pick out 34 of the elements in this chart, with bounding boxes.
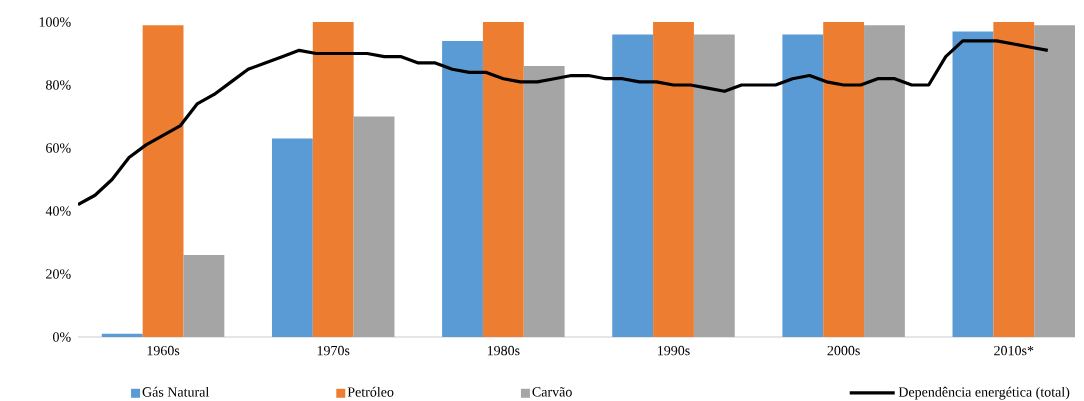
bar bbox=[823, 22, 865, 337]
y-tick-label: 40% bbox=[45, 206, 71, 216]
legend-label: Gás Natural bbox=[142, 386, 210, 397]
y-tick-label: 20% bbox=[46, 269, 71, 279]
bar bbox=[864, 25, 905, 337]
legend-label: Petróleo bbox=[347, 386, 394, 397]
y-tick-label: 60% bbox=[46, 143, 71, 153]
bar bbox=[952, 31, 994, 337]
bar bbox=[101, 333, 143, 337]
x-tick-label: 1970s bbox=[317, 345, 350, 356]
legend-label: Carvão bbox=[532, 387, 572, 397]
legend-label: Dependência energética (total) bbox=[898, 386, 1070, 400]
bar bbox=[442, 40, 483, 337]
bar bbox=[482, 22, 524, 337]
x-tick-label: 1980s bbox=[487, 345, 520, 356]
bar bbox=[142, 25, 184, 337]
bar bbox=[312, 22, 354, 337]
bar bbox=[612, 34, 654, 337]
y-tick-label: 0% bbox=[53, 332, 71, 342]
y-tick-label: 80% bbox=[46, 80, 71, 90]
bar bbox=[782, 34, 824, 337]
bar bbox=[523, 66, 565, 337]
bar bbox=[353, 116, 395, 337]
x-tick-label: 2010s* bbox=[994, 345, 1034, 356]
bar bbox=[693, 34, 735, 337]
bar bbox=[271, 138, 313, 337]
bar bbox=[653, 22, 694, 337]
y-tick-label: 100% bbox=[39, 17, 71, 27]
x-tick-label: 1990s bbox=[658, 345, 690, 356]
bar bbox=[993, 22, 1035, 337]
bar bbox=[183, 255, 225, 337]
x-tick-label: 1960s bbox=[147, 345, 180, 356]
x-tick-label: 2000s bbox=[827, 345, 860, 356]
bar bbox=[1034, 25, 1076, 337]
